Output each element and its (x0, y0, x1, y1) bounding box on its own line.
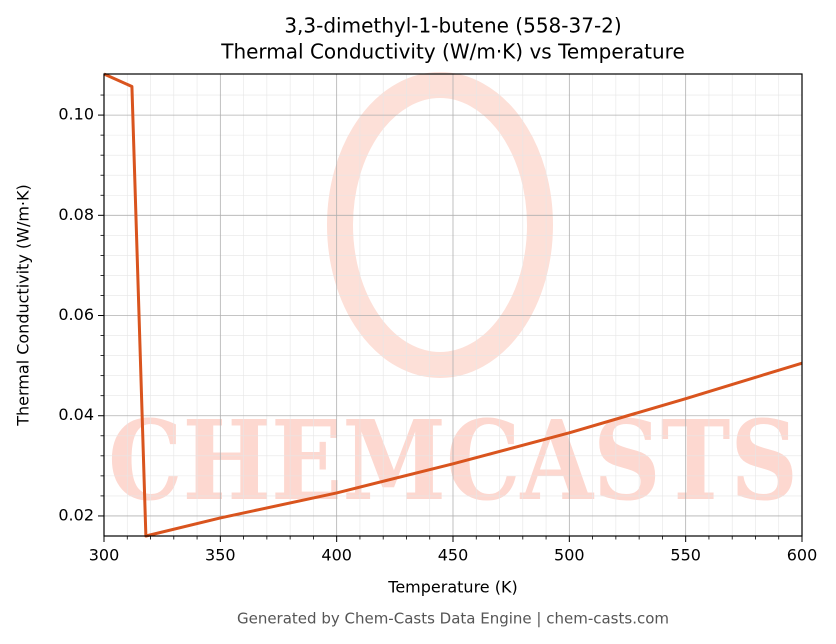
watermark-logo (327, 72, 553, 378)
x-tick-label: 600 (787, 546, 818, 565)
y-tick-label: 0.08 (58, 205, 94, 224)
chart-subtitle: Thermal Conductivity (W/m·K) vs Temperat… (220, 40, 685, 64)
x-tick-label: 500 (554, 546, 585, 565)
chart-title: 3,3-dimethyl-1-butene (558-37-2) (284, 14, 621, 38)
x-tick-label: 350 (205, 546, 236, 565)
x-tick-label: 300 (89, 546, 120, 565)
y-tick-label: 0.02 (58, 505, 94, 524)
x-tick-label: 400 (321, 546, 352, 565)
footer: Generated by Chem-Casts Data Engine | ch… (237, 610, 669, 628)
y-tick-label: 0.04 (58, 405, 94, 424)
y-tick-label: 0.10 (58, 105, 94, 124)
data-line (103, 72, 803, 538)
x-tick-label: 450 (438, 546, 469, 565)
plot (103, 72, 803, 538)
x-axis-label: Temperature (K) (387, 578, 517, 597)
x-tick-label: 550 (670, 546, 701, 565)
y-axis-label: Thermal Conductivity (W/m·K) (14, 184, 33, 427)
grid (103, 74, 803, 536)
y-tick-label: 0.06 (58, 305, 94, 324)
